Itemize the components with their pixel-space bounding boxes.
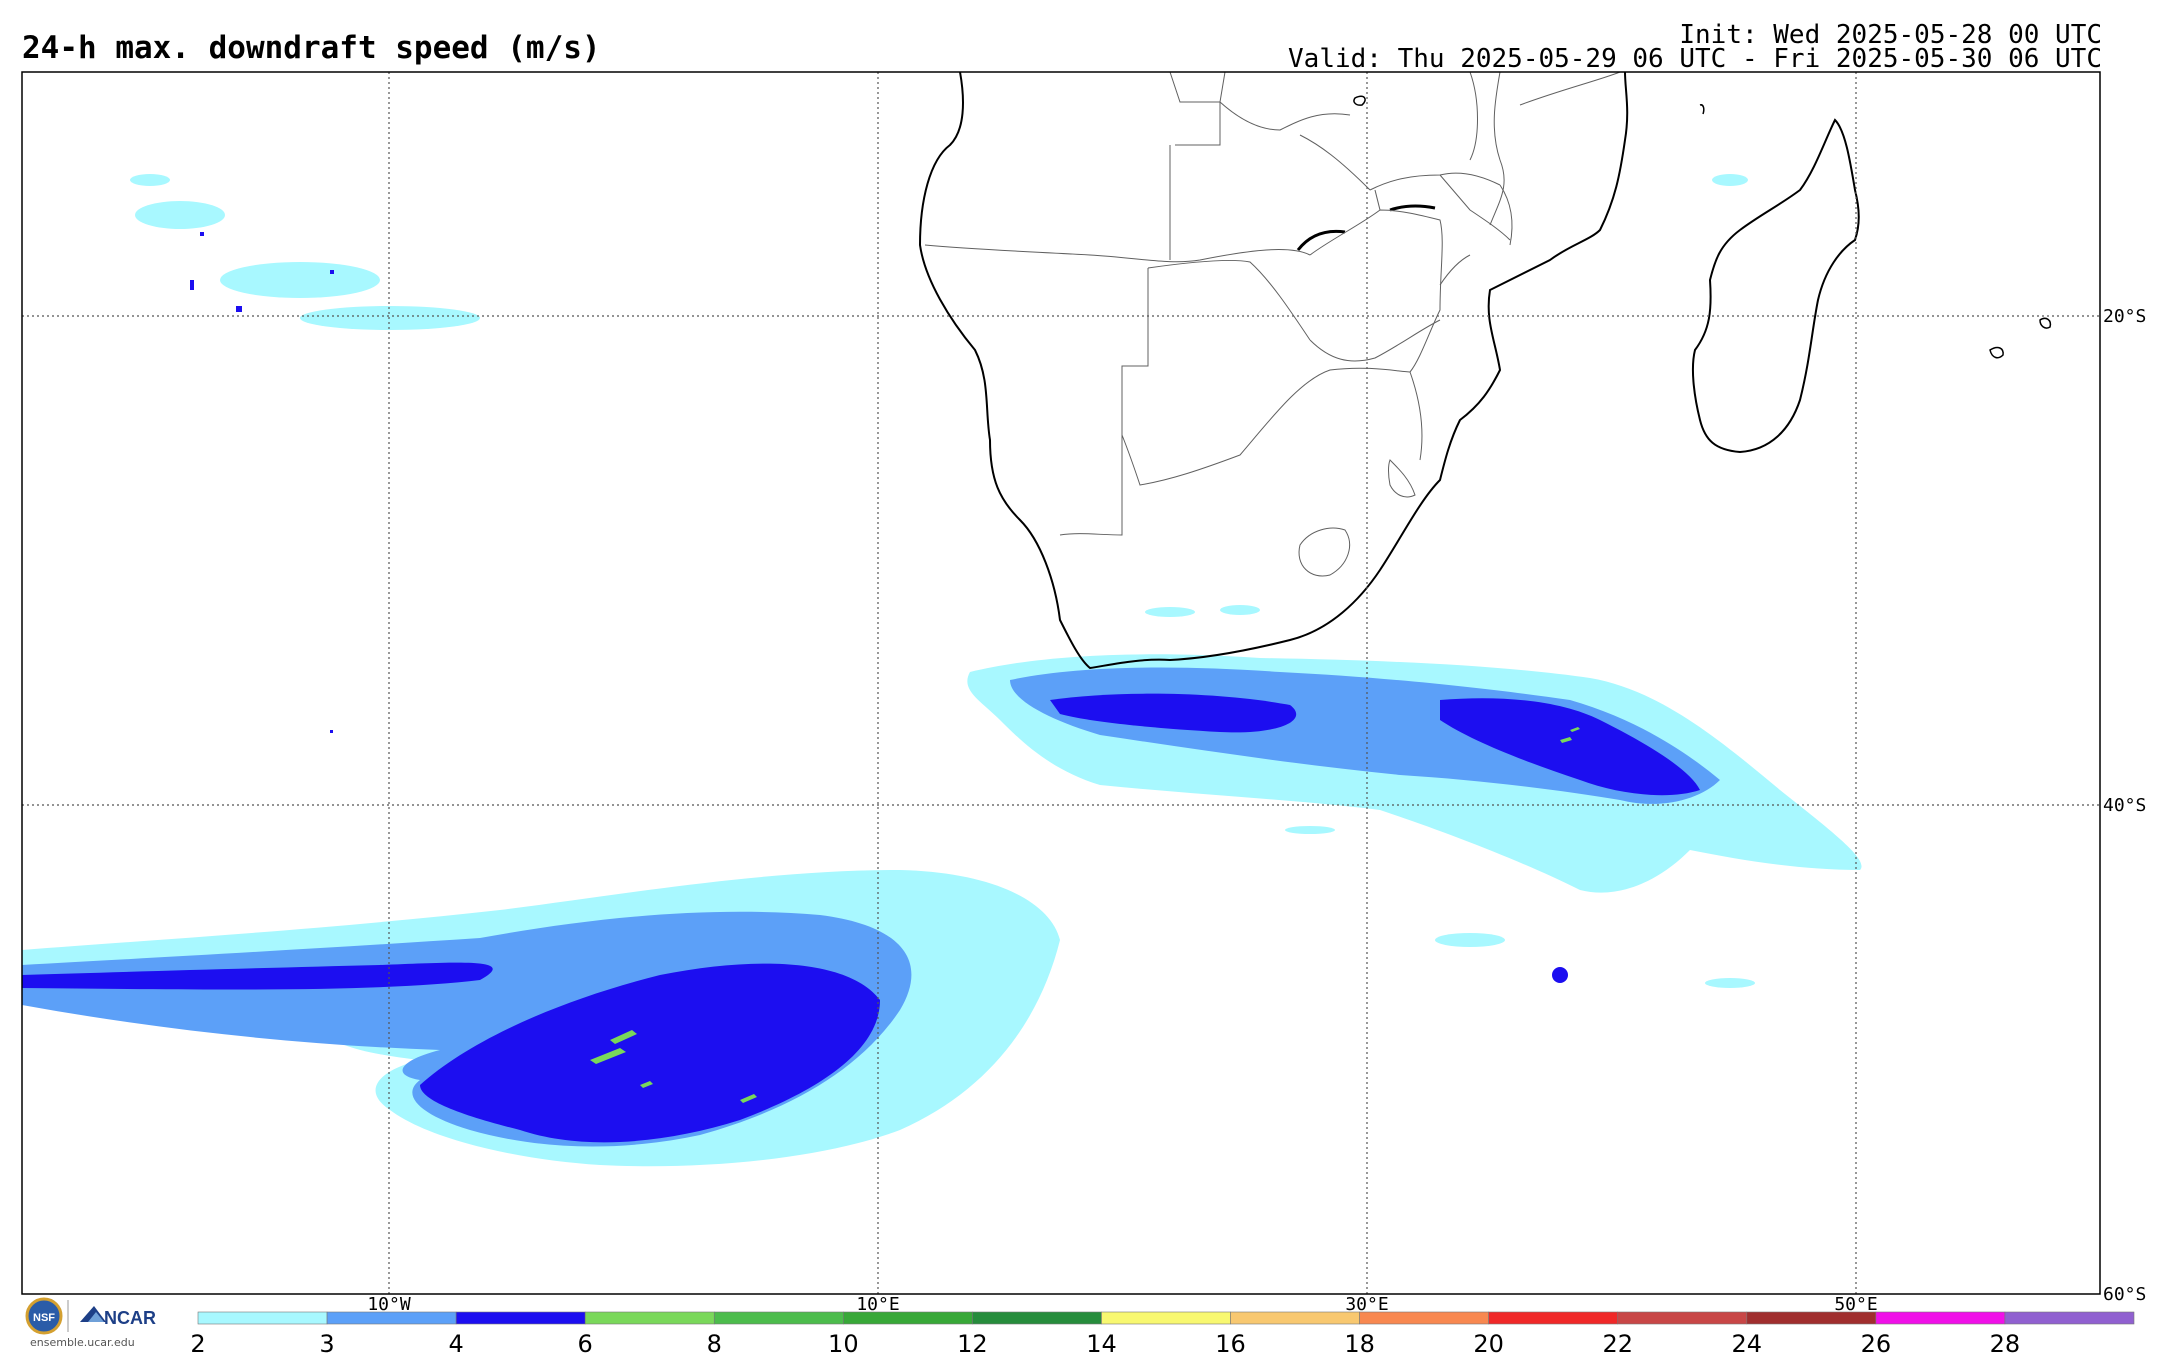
colorbar-tick-label: 22 [1602, 1330, 1633, 1354]
colorbar-swatch [1230, 1311, 1360, 1325]
colorbar-tick-label: 2 [190, 1330, 205, 1354]
colorbar-swatch [2004, 1311, 2135, 1325]
colorbar-tick-label: 4 [448, 1330, 463, 1354]
nsf-logo-icon: NSF [25, 1297, 69, 1335]
colorbar-swatch [584, 1311, 715, 1325]
lat-label-40s: 40°S [2103, 795, 2146, 816]
colorbar-tick-label: 18 [1344, 1330, 1375, 1354]
country-borders [924, 72, 1621, 577]
sw-system [22, 870, 1060, 1167]
colorbar-swatch [1617, 1311, 1748, 1325]
colorbar-swatch [843, 1311, 973, 1325]
colorbar-swatch [1488, 1311, 1619, 1325]
colorbar-tick-label: 24 [1732, 1330, 1763, 1354]
colorbar-tick-label: 10 [828, 1330, 859, 1354]
colorbar-tick-label: 26 [1861, 1330, 1892, 1354]
colorbar-tick-label: 12 [957, 1330, 988, 1354]
lon-label-30e: 30°E [1345, 1294, 1388, 1315]
coastlines [918, 72, 2052, 670]
colorbar-tick-label: 28 [1990, 1330, 2021, 1354]
lon-label-10e: 10°E [856, 1294, 899, 1315]
lat-label-60s: 60°S [2103, 1284, 2146, 1305]
nw-scatter [130, 174, 480, 330]
lon-label-10w: 10°W [367, 1294, 411, 1315]
ncar-logo-icon [80, 1306, 106, 1322]
colorbar-swatch [1101, 1311, 1231, 1325]
colorbar-swatch [972, 1311, 1102, 1325]
colorbar-swatch [326, 1311, 457, 1325]
graticule [22, 72, 2100, 1294]
lon-label-50e: 50°E [1834, 1294, 1877, 1315]
colorbar-tick-label: 16 [1215, 1330, 1246, 1354]
chart-title: 24-h max. downdraft speed (m/s) [22, 30, 601, 66]
colorbar-tick-label: 6 [578, 1330, 593, 1354]
colorbar-tick-label: 8 [707, 1330, 722, 1354]
map-frame [21, 71, 2101, 1295]
field-layer [22, 72, 2052, 1167]
init-time: Init: Wed 2025-05-28 00 UTC [1679, 20, 2102, 50]
colorbar-tick-label: 14 [1086, 1330, 1117, 1354]
site-url: ensemble.ucar.edu [30, 1336, 135, 1349]
valid-time: Valid: Thu 2025-05-29 06 UTC - Fri 2025-… [1288, 44, 2102, 74]
colorbar-swatch [1875, 1311, 2006, 1325]
svg-text:NSF: NSF [33, 1312, 55, 1324]
colorbar-tick-label: 3 [319, 1330, 334, 1354]
colorbar-swatch [197, 1311, 328, 1325]
colorbar-swatch [1746, 1311, 1877, 1325]
colorbar-swatch [1359, 1311, 1489, 1325]
colorbar-swatch [713, 1311, 844, 1325]
logo-area: NSF [22, 1296, 162, 1354]
lon-labels: 10°W 10°E 30°E 50°E [367, 1294, 1877, 1315]
lat-labels: 20°S 40°S 60°S [2103, 306, 2146, 1305]
lat-label-20s: 20°S [2103, 306, 2146, 327]
se-system [967, 174, 1862, 988]
colorbar-tick-label: 20 [1473, 1330, 1504, 1354]
colorbar-swatch [455, 1311, 586, 1325]
ncar-logo-text: NCAR [104, 1308, 156, 1328]
colorbar: 2 3 4 6 8 10 12 14 16 18 20 22 24 26 28 [190, 1311, 2135, 1354]
